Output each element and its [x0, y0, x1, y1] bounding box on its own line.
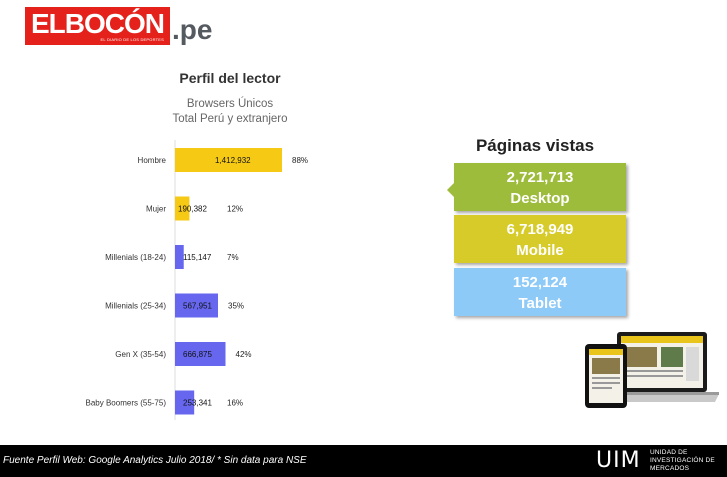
category-label: Mujer [146, 205, 166, 214]
tablet-value: 152,124 [512, 274, 568, 291]
chart-subtitle-line2: Total Perú y extranjero [172, 113, 288, 125]
logo-box: ELBOCÓN EL DIARIO DE LOS DEPORTES [25, 7, 170, 45]
mobile-value: 6,718,949 [506, 221, 574, 238]
desktop-label: Desktop [510, 190, 570, 207]
value-label: 1,412,932 [215, 156, 251, 165]
chart-title: Perfil del lector [179, 70, 281, 86]
chart-subtitle: Browsers Únicos Total Perú y extranjero [120, 97, 340, 127]
uim-line1: UNIDAD DE [650, 449, 688, 456]
category-label: Millenials (18-24) [105, 253, 166, 262]
tablet-stat-box: 152,124 Tablet [454, 268, 626, 316]
uim-logo: UIM [596, 448, 641, 473]
logo-domain: .pe [172, 14, 213, 45]
category-label: Millenials (25-34) [105, 302, 166, 311]
category-label: Baby Boomers (55-75) [86, 399, 167, 408]
percent-label: 7% [227, 253, 239, 262]
bar [175, 342, 226, 366]
devices-illustration [585, 332, 719, 408]
value-label: 666,875 [183, 350, 212, 359]
percent-label: 35% [228, 302, 244, 311]
mobile-stat-box: 6,718,949 Mobile [454, 215, 626, 263]
brand-logo: ELBOCÓN EL DIARIO DE LOS DEPORTES .pe [25, 7, 212, 45]
source-note: Fuente Perfil Web: Google Analytics Juli… [3, 455, 307, 466]
percent-label: 88% [292, 156, 308, 165]
bar [175, 293, 219, 318]
bar-chart: Hombre 1,412,932 88% Mujer 190,382 12% Milleni… [86, 140, 308, 420]
bar [175, 390, 195, 415]
bar [175, 196, 190, 221]
percent-label: 42% [236, 350, 252, 359]
laptop-icon [605, 332, 719, 402]
uim-description: UNIDAD DE INVESTIGACIÓN DE MERCADOS [650, 449, 715, 473]
bar [175, 148, 282, 172]
mobile-label: Mobile [516, 242, 564, 259]
uim-line2: INVESTIGACIÓN DE [650, 457, 715, 464]
value-label: 567,951 [183, 302, 212, 311]
chart-subtitle-line1: Browsers Únicos [186, 98, 274, 110]
value-label: 190,382 [178, 205, 207, 214]
logo-name: ELBOCÓN [31, 7, 165, 39]
desktop-value: 2,721,713 [506, 169, 574, 186]
value-label: 253,341 [183, 399, 212, 408]
pages-viewed-title: Páginas vistas [475, 136, 595, 155]
percent-label: 12% [227, 205, 243, 214]
tablet-label: Tablet [518, 295, 562, 312]
uim-line3: MERCADOS [650, 465, 690, 472]
logo-tagline: EL DIARIO DE LOS DEPORTES [100, 36, 164, 42]
category-label: Hombre [138, 156, 167, 165]
category-label: Gen X (35-54) [115, 350, 166, 359]
desktop-stat-box: 2,721,713 Desktop [447, 163, 626, 211]
value-label: 115,147 [183, 253, 212, 262]
bar [175, 245, 184, 269]
percent-label: 16% [227, 399, 243, 408]
footer: Fuente Perfil Web: Google Analytics Juli… [0, 445, 727, 477]
tablet-icon [585, 344, 627, 408]
